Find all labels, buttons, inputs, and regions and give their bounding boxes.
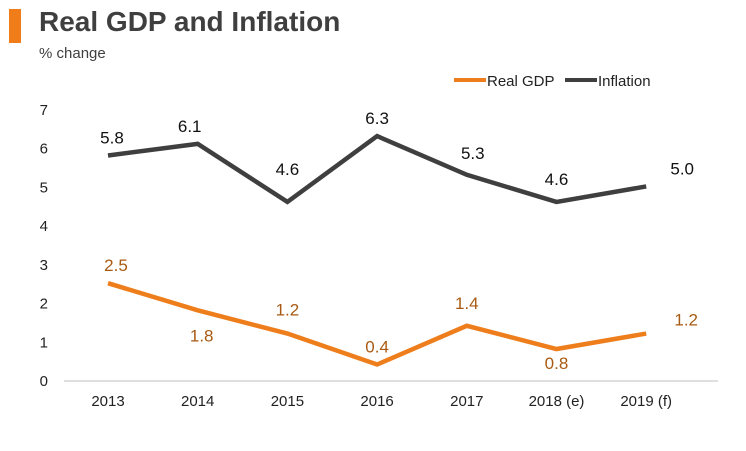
y-tick-label: 1	[40, 334, 48, 351]
data-label-inflation: 4.6	[545, 170, 569, 189]
chart-series	[107, 133, 647, 367]
y-tick-label: 4	[40, 218, 48, 235]
legend-label-real-gdp: Real GDP	[487, 73, 555, 90]
legend-label-inflation: Inflation	[598, 73, 651, 90]
x-axis-ticks: 2013 2014 2015 2016 2017 2018 (e) 2019 (f)	[91, 393, 672, 410]
chart-title: Real GDP and Inflation	[39, 6, 341, 37]
data-label-inflation: 5.8	[100, 128, 124, 147]
data-label-real-gdp: 1.4	[455, 294, 479, 313]
data-label-real-gdp: 0.4	[365, 338, 389, 357]
y-tick-label: 0	[40, 373, 48, 390]
data-label-real-gdp: 2.5	[104, 256, 128, 275]
x-tick-label: 2016	[360, 393, 393, 410]
title-accent-bar	[9, 9, 21, 43]
x-tick-label: 2019 (f)	[620, 393, 672, 410]
data-label-inflation: 5.0	[670, 159, 694, 178]
data-label-inflation: 6.1	[178, 117, 202, 136]
data-label-inflation: 6.3	[365, 109, 389, 128]
data-label-inflation: 4.6	[276, 160, 300, 179]
y-tick-label: 7	[40, 102, 48, 119]
series-line-real-gdp	[107, 281, 647, 367]
series-line-inflation	[107, 133, 647, 205]
y-tick-label: 2	[40, 296, 48, 313]
data-label-real-gdp: 1.8	[190, 326, 214, 345]
y-axis-ticks: 0 1 2 3 4 5 6 7	[40, 102, 48, 390]
x-tick-label: 2018 (e)	[529, 393, 585, 410]
x-tick-label: 2015	[271, 393, 304, 410]
data-label-real-gdp: 0.8	[545, 354, 569, 373]
x-tick-label: 2013	[91, 393, 124, 410]
data-label-inflation: 5.3	[461, 144, 485, 163]
x-tick-label: 2014	[181, 393, 214, 410]
chart-legend: Real GDP Inflation	[454, 73, 651, 90]
y-tick-label: 6	[40, 141, 48, 158]
y-tick-label: 3	[40, 257, 48, 274]
chart-subtitle: % change	[39, 45, 106, 62]
data-label-real-gdp: 1.2	[674, 311, 698, 330]
x-tick-label: 2017	[450, 393, 483, 410]
data-label-real-gdp: 1.2	[276, 301, 300, 320]
data-labels: 2.5 1.8 1.2 0.4 1.4 0.8 1.2 5.8 6.1 4.6 6.3 5.3 4.6 5…	[100, 109, 698, 373]
y-tick-label: 5	[40, 179, 48, 196]
